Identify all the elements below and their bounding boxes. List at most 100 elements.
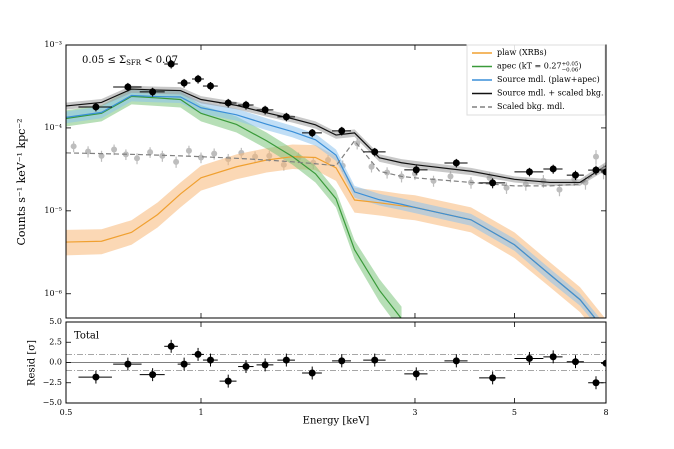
- legend: plaw (XRBs) apec (kT = 0.27+0.05 −0.06) Sou…: [472, 48, 604, 111]
- data-point: [207, 82, 215, 90]
- resid-point: [338, 357, 346, 365]
- main-plot-area: [66, 59, 606, 318]
- data-point: [92, 103, 100, 111]
- legend-text: −0.06: [562, 67, 579, 73]
- resid-point: [525, 354, 533, 362]
- legend-text: Scaled bkg. mdl.: [497, 102, 565, 111]
- resid-y-tick-label: 0.0: [49, 358, 62, 367]
- y-tick-label: 10⁻⁶: [44, 289, 62, 298]
- legend-text: plaw (XRBs): [497, 48, 547, 57]
- legend-text: apec (kT = 0.27: [497, 62, 562, 71]
- annotation-sub: SFR: [126, 59, 142, 67]
- resid-point: [371, 356, 379, 364]
- resid-y-tick-label: −2.5: [43, 378, 62, 387]
- resid-point: [308, 369, 316, 377]
- model-band: [66, 144, 605, 318]
- legend-text: Source mdl. (plaw+apec): [497, 75, 600, 84]
- resid-point: [602, 359, 606, 367]
- data-point: [167, 60, 175, 68]
- resid-y-tick-label: 2.5: [49, 337, 62, 346]
- residual-axis-label: Resid [σ]: [27, 340, 38, 386]
- resid-point: [124, 360, 132, 368]
- model-line: [66, 94, 596, 318]
- bkg-point: [447, 173, 454, 180]
- model-band: [66, 88, 402, 318]
- data-point: [149, 88, 157, 96]
- data-point: [592, 166, 600, 174]
- legend-label: apec (kT = 0.27+0.05 −0.06): [497, 61, 582, 73]
- bkg-point: [159, 152, 166, 159]
- y-axis-label: Counts s⁻¹ keV⁻¹ kpc⁻²: [15, 118, 28, 245]
- data-point: [261, 106, 269, 114]
- data-point: [242, 101, 250, 109]
- bkg-point: [147, 149, 154, 156]
- y-tick-label: 10⁻⁵: [44, 206, 62, 215]
- x-tick-label: 0.5: [60, 408, 73, 417]
- annotation-text: < 0.07: [141, 55, 178, 66]
- model-line: [66, 139, 606, 187]
- bkg-point: [368, 163, 375, 170]
- resid-point: [489, 374, 497, 382]
- bkg-point: [198, 154, 204, 161]
- resid-point: [261, 361, 269, 369]
- resid-point: [194, 350, 202, 358]
- bkg-point: [111, 146, 118, 153]
- resid-point: [549, 353, 557, 361]
- model-line: [66, 95, 402, 318]
- y-tick-label: 10⁻³: [44, 40, 62, 49]
- resid-point: [224, 377, 232, 385]
- x-tick-label: 8: [603, 408, 608, 417]
- legend-text: Source mdl. + scaled bkg.: [497, 89, 604, 98]
- legend-label: Scaled bkg. mdl.: [497, 102, 565, 111]
- data-point: [371, 148, 379, 156]
- data-point: [282, 113, 290, 121]
- data-point: [571, 171, 579, 179]
- resid-point: [207, 356, 215, 364]
- data-point: [180, 79, 188, 87]
- data-point: [308, 129, 316, 137]
- bkg-point: [134, 155, 141, 162]
- resid-point: [167, 342, 175, 350]
- bkg-point: [185, 147, 192, 154]
- legend-label: Source mdl. + scaled bkg.: [497, 89, 604, 98]
- x-tick-label: 3: [412, 408, 417, 417]
- y-tick-label: 10⁻⁴: [44, 123, 62, 132]
- resid-point: [149, 371, 157, 379]
- resid-point: [571, 358, 579, 366]
- bkg-point: [503, 184, 510, 191]
- resid-point: [592, 379, 600, 387]
- resid-y-tick-label: −5.0: [43, 398, 62, 407]
- model-line: [66, 88, 606, 184]
- x-tick-label: 5: [512, 408, 517, 417]
- resid-point: [242, 363, 250, 371]
- annotation-text: 0.05 ≤ Σ: [82, 55, 126, 66]
- resid-point: [282, 356, 290, 364]
- model-band: [66, 85, 606, 186]
- residual-plot-area: [66, 339, 606, 390]
- residual-frame: [65, 321, 607, 404]
- resid-y-tick-label: 5.0: [49, 317, 62, 326]
- bkg-point: [98, 152, 105, 159]
- annotation: 0.05 ≤ ΣSFR < 0.07: [82, 55, 178, 68]
- legend-label: Source mdl. (plaw+apec): [497, 75, 600, 84]
- data-point: [124, 83, 132, 91]
- data-point: [525, 168, 533, 176]
- data-point: [224, 99, 232, 107]
- residual-title: Total: [74, 331, 99, 342]
- data-point: [338, 127, 346, 135]
- data-point: [412, 166, 420, 174]
- bkg-point: [211, 150, 218, 157]
- x-axis-label: Energy [keV]: [303, 416, 370, 427]
- data-point: [602, 168, 606, 176]
- data-point: [489, 179, 497, 187]
- x-tick-label: 1: [198, 408, 203, 417]
- legend-label: plaw (XRBs): [497, 48, 547, 57]
- resid-point: [412, 370, 420, 378]
- data-point: [452, 159, 460, 167]
- data-point: [194, 75, 202, 83]
- bkg-point: [556, 186, 563, 193]
- resid-point: [180, 360, 188, 368]
- bkg-point: [70, 143, 77, 150]
- data-point: [549, 165, 557, 173]
